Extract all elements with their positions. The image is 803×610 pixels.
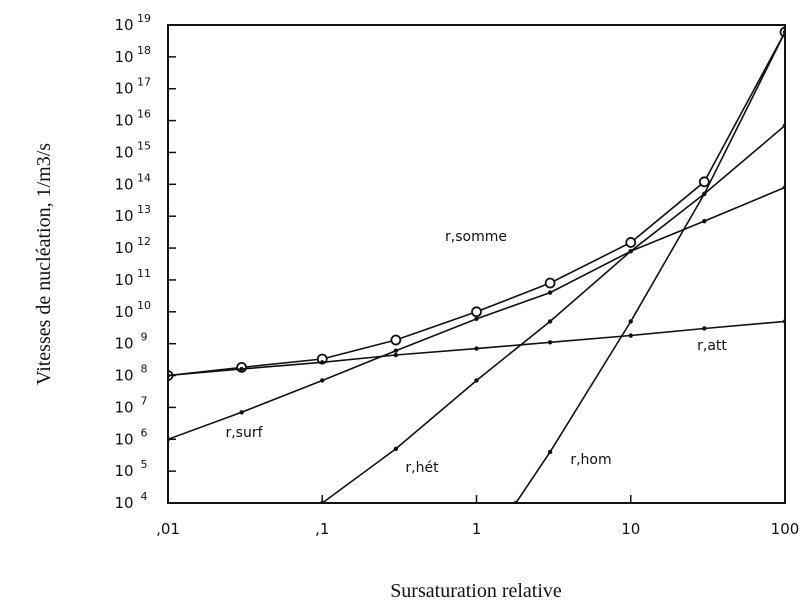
data-point <box>702 191 707 197</box>
y-tick-label-exponent: 7 <box>141 394 148 407</box>
curve-label: r,somme <box>445 229 507 245</box>
data-point <box>628 319 633 324</box>
data-point <box>474 346 479 351</box>
data-point <box>698 176 710 188</box>
y-tick-label-base: 10 <box>114 112 133 130</box>
y-tick-label-base: 10 <box>114 271 133 289</box>
data-point <box>702 326 707 331</box>
y-axis-ticks: 10 4 10 5 10 6 10 7 10 8 10 9 10 10 10 11 10 12 10 13 10 14 10… <box>114 12 176 512</box>
data-point <box>393 446 399 452</box>
y-tick-label-base: 10 <box>114 398 133 416</box>
y-tick-label-exponent: 9 <box>141 331 148 344</box>
data-point <box>390 334 402 346</box>
data-point <box>474 378 479 383</box>
y-tick-label-base: 10 <box>114 335 133 353</box>
y-tick-label-exponent: 16 <box>137 108 151 121</box>
data-point <box>547 319 553 324</box>
y-tick-label-base: 10 <box>114 207 133 225</box>
y-tick-label-base: 10 <box>114 462 133 480</box>
data-point <box>474 316 479 322</box>
data-point <box>393 348 399 353</box>
data-point <box>628 248 633 254</box>
y-tick-label-base: 10 <box>114 239 133 257</box>
y-tick-label-base: 10 <box>114 175 133 193</box>
series-r-surf <box>168 185 785 442</box>
y-tick-label-exponent: 11 <box>137 267 151 280</box>
data-point <box>471 306 482 318</box>
plot-frame <box>167 24 786 504</box>
data-point <box>625 237 637 248</box>
y-tick-label-exponent: 15 <box>137 139 151 152</box>
data-point <box>547 449 553 455</box>
curve-label: r,hom <box>570 452 611 468</box>
data-point <box>239 366 244 372</box>
curve-label: r,att <box>697 338 727 354</box>
x-tick-label: 1 <box>472 520 482 538</box>
series-r-att <box>168 319 785 378</box>
data-point <box>547 290 553 295</box>
series-r-hom <box>513 29 785 503</box>
y-tick-label-base: 10 <box>114 430 133 448</box>
y-tick-label-exponent: 6 <box>141 426 148 439</box>
y-tick-label-base: 10 <box>114 367 133 385</box>
y-tick-label-base: 10 <box>114 16 133 34</box>
y-tick-label-exponent: 13 <box>137 203 151 216</box>
data-point <box>628 333 633 338</box>
curve-labels: r,somme r,att r,surf r,hét r,hom <box>225 229 727 476</box>
y-tick-label-exponent: 17 <box>137 76 151 89</box>
y-tick-label-base: 10 <box>114 80 133 98</box>
curve-label: r,hét <box>405 460 439 476</box>
y-axis-title: Vitesses de nucléation, 1/m3/s <box>33 143 55 385</box>
data-point <box>544 277 556 289</box>
data-point <box>702 218 707 224</box>
x-tick-label: ,1 <box>315 520 329 538</box>
data-point <box>393 352 399 358</box>
y-tick-label-exponent: 19 <box>137 12 151 25</box>
y-tick-label-exponent: 14 <box>137 171 151 184</box>
y-tick-label-exponent: 10 <box>137 299 151 312</box>
x-tick-label: 10 <box>621 520 640 538</box>
y-tick-label-base: 10 <box>114 303 133 321</box>
y-tick-label-exponent: 8 <box>141 363 148 376</box>
x-tick-label: 100 <box>771 520 800 538</box>
data-point <box>547 340 553 345</box>
x-axis-title: Sursaturation relative <box>390 580 562 602</box>
y-tick-label-exponent: 5 <box>141 458 148 471</box>
data-point <box>239 410 244 415</box>
curve-label: r,surf <box>225 425 263 441</box>
data-point <box>320 378 325 383</box>
y-tick-label-base: 10 <box>114 143 133 161</box>
y-tick-label-exponent: 4 <box>141 490 148 503</box>
data-point <box>320 360 325 365</box>
x-tick-label: ,01 <box>156 520 180 538</box>
series-layer <box>168 26 785 503</box>
y-tick-label-exponent: 12 <box>137 235 151 248</box>
y-tick-label-exponent: 18 <box>137 44 151 57</box>
y-tick-label-base: 10 <box>114 48 133 66</box>
y-tick-label-base: 10 <box>114 494 133 512</box>
